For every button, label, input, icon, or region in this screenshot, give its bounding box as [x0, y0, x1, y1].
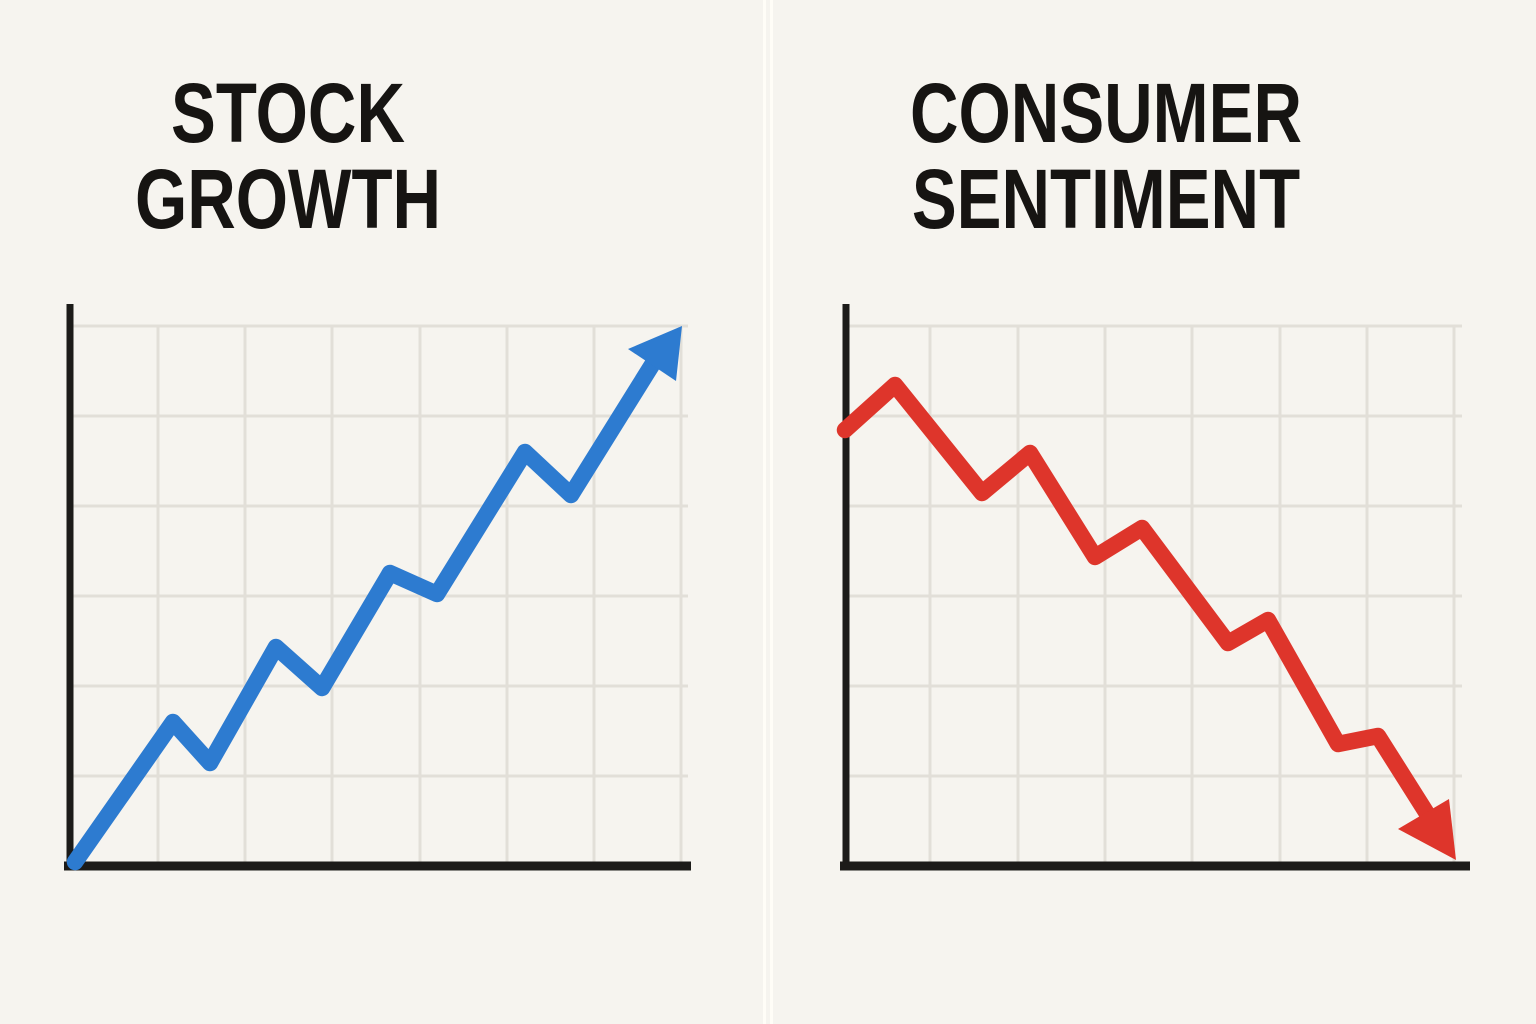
stock-growth-arrowhead-icon — [628, 326, 682, 381]
title-line: STOCK — [171, 66, 405, 160]
title-line: CONSUMER — [909, 66, 1302, 160]
right-chart-title: CONSUMER SENTIMENT — [836, 70, 1377, 242]
consumer-sentiment-arrowhead-icon — [1398, 799, 1456, 860]
panel-divider-line — [770, 0, 773, 1024]
left-chart-title: STOCK GROWTH — [58, 70, 519, 242]
stock-growth-trend-line — [66, 356, 661, 871]
consumer-sentiment-trend-line — [836, 376, 1435, 821]
panel-divider-line — [763, 0, 766, 1024]
stock-growth-chart — [64, 304, 691, 871]
title-line: GROWTH — [134, 152, 442, 246]
title-line: SENTIMENT — [911, 152, 1301, 246]
consumer-sentiment-chart — [836, 304, 1470, 871]
